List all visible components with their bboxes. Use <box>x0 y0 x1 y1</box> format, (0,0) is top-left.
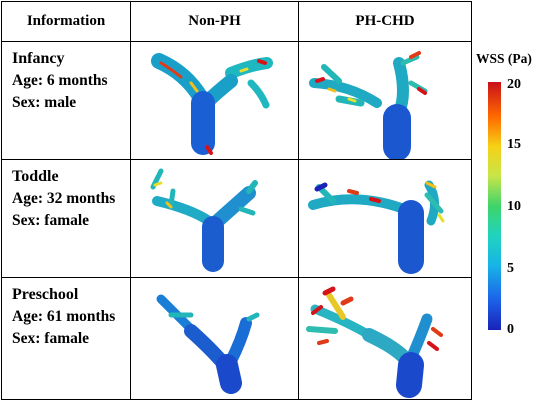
legend-tick: 10 <box>507 199 521 214</box>
wss-colorbar-legend: WSS (Pa) 20 15 10 5 0 <box>476 0 536 403</box>
non-ph-model-cell <box>130 41 299 160</box>
non-ph-model-cell <box>130 277 299 400</box>
header-row: Information Non-PH PH-CHD <box>1 1 472 42</box>
artery-model-image <box>156 294 260 394</box>
header-ph-chd: PH-CHD <box>298 1 472 42</box>
header-information: Information <box>1 1 131 42</box>
colorbar <box>488 82 501 330</box>
legend-tick: 5 <box>507 261 514 276</box>
artery-model-image <box>308 180 445 274</box>
artery-model-image <box>306 286 443 398</box>
artery-model-image <box>150 168 258 272</box>
sex-label: Sex: famale <box>12 212 90 229</box>
stage-label: Toddle <box>12 168 59 185</box>
legend-tick: 0 <box>507 322 514 337</box>
non-ph-model-cell <box>130 159 299 278</box>
ph-chd-model-cell <box>298 159 472 278</box>
age-label: Age: 61 months <box>12 308 116 325</box>
sex-label: Sex: famale <box>12 330 90 347</box>
row-toddle: Toddle Age: 32 months Sex: famale <box>1 159 472 278</box>
legend-tick: 20 <box>507 77 521 92</box>
stage-label: Infancy <box>12 50 65 67</box>
info-cell: Infancy Age: 6 months Sex: male <box>1 41 131 160</box>
ph-chd-model-cell <box>298 277 472 400</box>
sex-label: Sex: male <box>12 94 77 111</box>
age-label: Age: 32 months <box>12 190 116 207</box>
row-preschool: Preschool Age: 61 months Sex: famale <box>1 277 472 400</box>
artery-model-image <box>151 52 273 155</box>
legend-title: WSS (Pa) <box>476 51 532 66</box>
info-cell: Toddle Age: 32 months Sex: famale <box>1 159 131 278</box>
info-cell: Preschool Age: 61 months Sex: famale <box>1 277 131 400</box>
artery-model-image <box>309 50 428 159</box>
header-non-ph: Non-PH <box>130 1 299 42</box>
comparison-table: Information Non-PH PH-CHD Infancy Age: 6… <box>1 1 472 400</box>
stage-label: Preschool <box>12 286 79 303</box>
age-label: Age: 6 months <box>12 72 108 89</box>
legend-tick: 15 <box>507 137 521 152</box>
ph-chd-model-cell <box>298 41 472 160</box>
row-infancy: Infancy Age: 6 months Sex: male <box>1 41 472 160</box>
